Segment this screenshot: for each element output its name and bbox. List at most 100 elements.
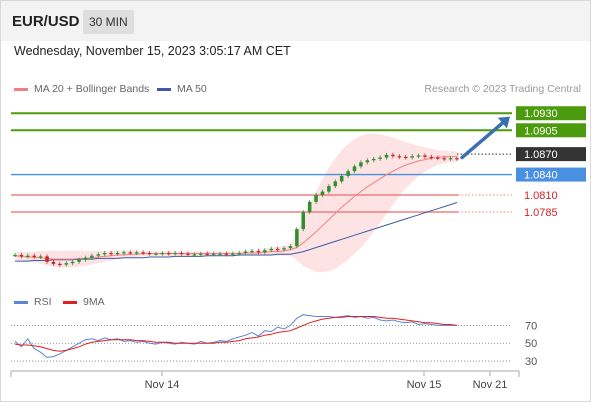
candle	[346, 171, 350, 176]
forecast-arrow-head	[497, 116, 510, 129]
candle	[339, 175, 344, 182]
candle	[288, 246, 293, 249]
candle	[218, 253, 222, 255]
candle	[109, 252, 113, 255]
x-tick-label: Nov 21	[473, 379, 508, 391]
candle	[269, 248, 273, 251]
candle	[90, 255, 94, 258]
candle	[32, 255, 36, 258]
candle	[250, 250, 254, 253]
candle	[58, 263, 62, 266]
candle	[160, 252, 165, 255]
x-tick-label: Nov 14	[145, 379, 180, 391]
bollinger-band	[15, 133, 457, 272]
candle	[192, 254, 197, 256]
candle	[359, 162, 363, 167]
forecast-arrow-shaft	[460, 121, 505, 160]
candle	[371, 158, 376, 161]
candle	[83, 257, 88, 260]
candle	[327, 186, 331, 192]
rsi-swatch	[14, 300, 28, 304]
ma20-swatch	[14, 87, 28, 91]
candle	[70, 261, 75, 264]
candle	[243, 251, 248, 253]
candle	[96, 254, 101, 256]
candle	[352, 166, 357, 172]
candle	[455, 158, 459, 160]
timestamp: Wednesday, November 15, 2023 3:05:17 AM …	[14, 44, 291, 58]
candle	[115, 252, 120, 255]
candle	[186, 253, 190, 255]
level-tag-last	[516, 147, 586, 162]
candle	[282, 248, 286, 250]
level-tag-resistance	[516, 106, 586, 121]
candle	[45, 256, 49, 262]
level-label: 1.0785	[524, 207, 558, 219]
candle	[307, 201, 312, 213]
candle	[442, 158, 446, 160]
candle	[19, 255, 24, 257]
candle	[77, 259, 81, 262]
level-label: 1.0840	[524, 170, 558, 182]
ma50-line	[15, 202, 458, 262]
candle	[423, 155, 427, 157]
candle	[38, 256, 43, 258]
candle	[147, 252, 152, 255]
legend-ma20: MA 20 + Bollinger Bands	[14, 83, 149, 95]
candle	[199, 253, 203, 255]
candle	[102, 252, 107, 255]
chart-header: EUR/USD 30 MIN	[1, 1, 590, 41]
candle	[231, 253, 235, 255]
candle	[13, 255, 17, 257]
rsi-ma-line	[14, 316, 458, 352]
rsi-tick-label: 30	[525, 356, 537, 368]
rsi-tick-label: 50	[525, 338, 537, 350]
legend-ma20-label: MA 20 + Bollinger Bands	[34, 83, 150, 95]
candle	[179, 252, 184, 255]
level-tag-resistance	[516, 123, 586, 138]
candle	[320, 191, 325, 196]
candle	[128, 252, 133, 254]
legend-rsi: RSI	[14, 296, 52, 308]
timeframe-button[interactable]: 30 MIN	[83, 10, 134, 34]
candle	[429, 156, 434, 159]
level-label: 1.0905	[524, 125, 558, 137]
legend-rsi-ma-label: 9MA	[83, 296, 105, 308]
candle	[384, 154, 389, 158]
candle	[436, 157, 440, 159]
level-label: 1.0810	[524, 190, 558, 202]
candle	[378, 157, 382, 159]
rsi-tick-label: 70	[525, 320, 537, 332]
level-label: 1.0870	[524, 149, 558, 161]
candle	[141, 252, 145, 254]
candle	[122, 252, 126, 254]
candle	[166, 252, 171, 255]
candle	[51, 261, 56, 264]
candle	[275, 248, 280, 251]
candle	[224, 253, 229, 255]
candle	[295, 229, 299, 247]
copyright-text: Research © 2023 Trading Central	[424, 83, 581, 95]
legend-ma50: MA 50	[157, 83, 207, 95]
candle	[263, 250, 267, 253]
legend-rsi-ma: 9MA	[63, 296, 105, 308]
rsi-line	[14, 314, 457, 359]
candle	[237, 252, 241, 255]
ma50-swatch	[157, 87, 171, 91]
candle	[403, 156, 408, 159]
level-tag-pivot	[516, 167, 586, 182]
candle	[211, 253, 216, 255]
legend-rsi-label: RSI	[34, 296, 52, 308]
x-tick-label: Nov 15	[407, 379, 442, 391]
legend-ma50-label: MA 50	[177, 83, 207, 95]
candle	[416, 155, 421, 157]
candle	[64, 263, 69, 265]
level-label: 1.0930	[524, 108, 558, 120]
candle	[301, 212, 306, 230]
candle	[365, 160, 370, 163]
candle	[448, 158, 453, 160]
candle	[205, 253, 209, 255]
candle	[333, 181, 338, 187]
